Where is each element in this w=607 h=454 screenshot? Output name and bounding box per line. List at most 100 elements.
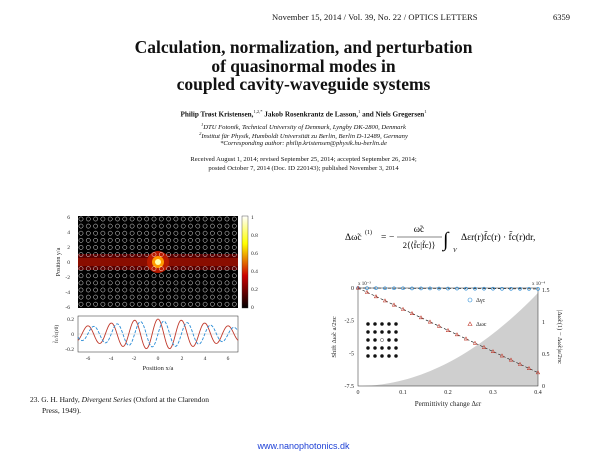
hole [158,237,164,243]
hole [224,287,230,293]
hole [85,287,91,293]
affil-sup: 2 [199,131,202,136]
data-point-gamma [428,286,432,291]
hole [217,273,223,279]
y-tick: 2 [67,245,70,251]
data-point-gamma [509,286,513,291]
inset-hole [394,330,398,334]
hole [173,266,179,272]
hole [115,287,120,293]
colorbar-tick: 0.2 [251,287,258,293]
eq-minus: − [389,233,394,243]
hole [122,252,128,257]
data-point-omega [508,357,514,362]
affiliation: 1DTU Fotonik, Technical University of De… [0,122,607,131]
y-tick: -2 [65,275,70,281]
hole [202,252,208,257]
hole [115,223,120,229]
footer-link[interactable]: www.nanophotonics.dk [257,441,350,451]
x-tick: 0 [357,390,360,396]
hole [166,223,171,229]
hole [202,287,208,293]
hole [166,266,171,272]
hole [115,301,120,307]
hole [122,216,128,222]
hole [129,301,135,307]
y-tick-left: -5 [349,351,354,357]
y-axis-label-left: Shift Δω̃c a/2πc [331,316,338,357]
data-point-omega [364,289,370,294]
data-point-omega [391,302,397,307]
hole [166,252,171,257]
hole [195,273,201,279]
hole [93,287,98,293]
hole [129,252,135,257]
hole [195,287,201,293]
hole [100,294,106,300]
hole [173,216,179,222]
hole [158,216,164,222]
hole [137,287,142,293]
hole [158,287,164,293]
hole [202,216,208,222]
hole [78,266,84,272]
hole [210,237,215,243]
hole [202,266,208,272]
data-point-omega [409,311,415,315]
author-list: Philip Trøst Kristensen,1,2,* Jakob Rose… [0,109,607,118]
hole [224,301,230,307]
left-scale-note: x 10⁻³ [358,281,371,287]
hole [217,216,223,222]
inset-hole [366,330,370,334]
hole [93,223,98,229]
hole [137,245,142,250]
hole [115,245,120,250]
data-point-omega [499,353,505,358]
hole [173,287,179,293]
hole [78,287,84,293]
hole [151,301,157,307]
legend-label: Δγc [476,298,486,304]
hole [231,216,237,222]
hole [173,273,179,279]
affil-text: Institut für Physik, Humboldt Universitä… [201,133,408,141]
hole [180,301,186,307]
x-tick: 6 [227,356,230,362]
hole [85,273,91,279]
hole [166,294,171,300]
hole [137,216,142,222]
hole [85,230,91,236]
hole [122,301,128,307]
data-point-omega [445,328,451,332]
data-point-omega [427,319,433,324]
hole [93,266,98,272]
hole [158,280,164,286]
hole [151,273,157,279]
data-point-gamma [473,286,477,291]
hole [217,230,223,236]
hole [188,245,193,250]
y-tick: 0 [67,260,70,266]
hole [129,266,135,272]
hole [180,245,186,250]
inset-hole [366,354,370,358]
inset-hole [387,330,391,334]
hole [129,230,135,236]
hole [173,230,179,236]
hole [224,237,230,243]
hole [100,230,106,236]
hole [195,301,201,307]
hole [180,294,186,300]
hole [224,216,230,222]
y-tick-right: 0.5 [542,352,550,358]
perturbation-equation: Δω̃c (1) = − ω̃c 2⟨⟨f̃c|f̃c⟩⟩ ∫ V Δεr(r)… [345,222,585,262]
x-tick: 0.1 [399,390,407,396]
hole [100,223,106,229]
hole [85,266,91,272]
hole [107,294,113,300]
hole [231,237,237,243]
eq-rhs: Δεr(r)f̃c(r) · f̃c(r)dr, [461,230,535,243]
hole [231,230,237,236]
data-point-gamma [437,286,441,291]
data-point-omega [373,294,379,299]
